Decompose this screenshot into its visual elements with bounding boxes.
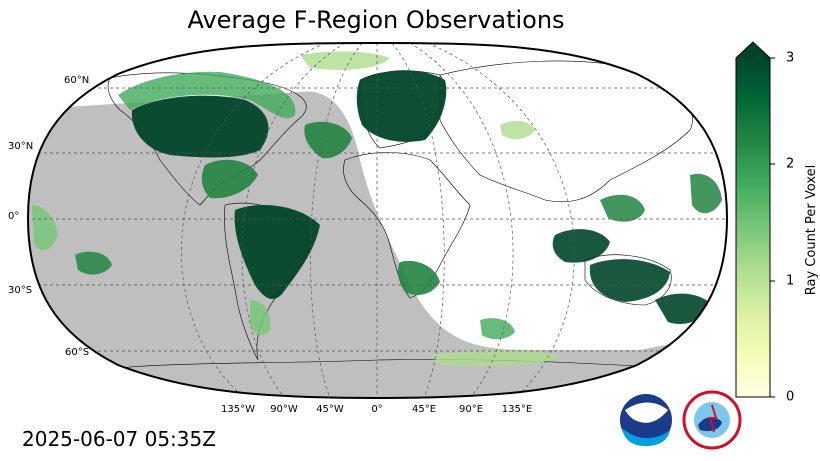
lat-label-30n: 30°N [8, 141, 34, 152]
nws-logo [682, 390, 742, 450]
density-patch-south-africa [397, 260, 440, 295]
density-patch-east-pacific [75, 251, 112, 275]
colorbar-tick-label-1: 1 [786, 273, 795, 289]
lat-label-60n: 60°N [64, 75, 90, 86]
lon-label-135e: 135°E [501, 404, 533, 415]
colorbar-tick-label-2: 2 [786, 156, 795, 172]
figure-title: Average F-Region Observations [187, 6, 565, 34]
density-patch-australia [589, 259, 670, 302]
density-patch-asia-north [500, 120, 535, 140]
colorbar [735, 41, 775, 398]
observation-density-layer [32, 51, 722, 367]
colorbar-extend-max-triangle [736, 42, 770, 58]
density-patch-central-america [201, 159, 258, 199]
density-patch-west-edge [32, 205, 58, 251]
density-patch-atlantic [304, 121, 352, 159]
lat-label-0: 0° [8, 211, 20, 222]
antarctica-outline [59, 359, 701, 376]
meridian-90e [409, 43, 514, 398]
graticule [28, 43, 727, 398]
density-patch-southern-ocean [430, 350, 560, 367]
colorbar-border [735, 41, 771, 398]
globe-outline [26, 41, 729, 400]
asia-outline [439, 60, 693, 203]
colorbar-gradient [736, 58, 770, 397]
density-patch-south-pacific-mid [480, 318, 515, 340]
colorbar-tick-label-0: 0 [786, 389, 795, 405]
density-patch-pacific-east [690, 173, 722, 214]
noaa-logo [620, 394, 672, 446]
lon-label-135w: 135°W [221, 404, 255, 415]
lon-label-0: 0° [371, 404, 383, 415]
density-patch-south-america [234, 205, 320, 300]
night-shade [28, 91, 727, 398]
colorbar-label: Ray Count Per Voxel [804, 164, 819, 296]
lon-label-45w: 45°W [316, 404, 344, 415]
lat-label-30s: 30°S [8, 285, 33, 296]
meridian-45w [310, 43, 363, 398]
density-patch-south-america-edge [250, 300, 271, 336]
density-patch-north-america [131, 95, 269, 158]
density-patch-north-america-edge [118, 71, 296, 119]
australia-outline [584, 254, 672, 306]
lat-label-60s: 60°S [65, 347, 90, 358]
timestamp: 2025-06-07 05:35Z [22, 427, 216, 451]
meridian-135e [427, 43, 575, 398]
lon-label-90e: 90°E [458, 404, 484, 415]
density-patch-indonesia [552, 229, 610, 263]
meridian-90w [241, 43, 346, 398]
density-patch-arctic [300, 51, 390, 70]
colorbar-tick-label-3: 3 [786, 50, 795, 66]
lon-label-90w: 90°W [270, 404, 298, 415]
lon-label-45e: 45°E [411, 404, 437, 415]
density-patch-east-asia [600, 194, 645, 222]
meridian-45e [391, 43, 445, 398]
meridian-135w [181, 43, 326, 398]
